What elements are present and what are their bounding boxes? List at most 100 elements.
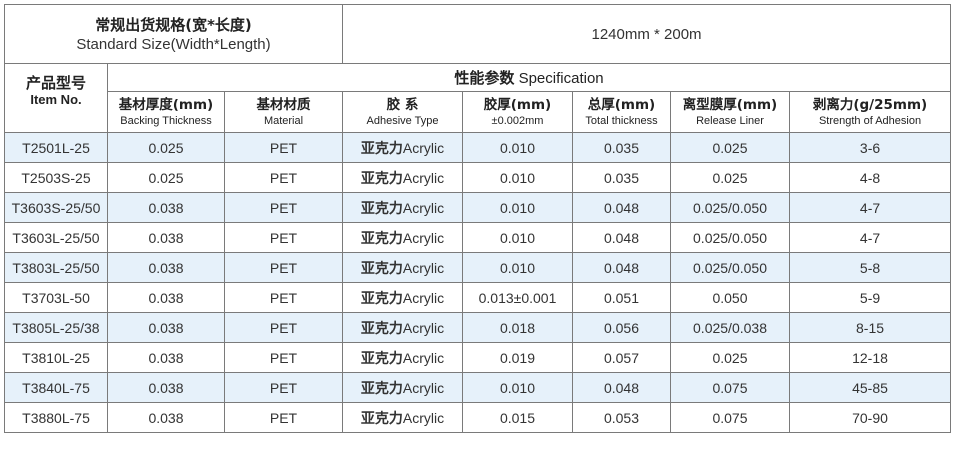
spec-table-body: T2501L-25 0.025 PET 亚克力Acrylic 0.010 0.035 0.0… [4,132,952,433]
release-liner-cell: 0.050 [670,282,790,313]
adhesive-type-en: Acrylic [402,409,445,426]
adhesion-strength-cell: 45-85 [788,372,952,403]
adhesive-type-zh: 亚克力 [360,380,403,397]
adhesion-strength-cell: 5-8 [788,252,952,283]
adhesion-strength-cell: 3-6 [788,132,952,163]
item-no-cell: T3840L-75 [4,372,108,403]
backing-thickness-cell: 0.038 [107,402,225,433]
table-row: T3603S-25/50 0.038 PET 亚克力Acrylic 0.010 0.048… [4,192,952,223]
specification-header-zh: 性能参数 [454,69,515,87]
adhesive-type-cell: 亚克力Acrylic [342,162,463,193]
table-row: T3603L-25/50 0.038 PET 亚克力Acrylic 0.010 0.048… [4,222,952,253]
adhesive-type-zh: 亚克力 [360,200,403,217]
adhesive-type-zh: 亚克力 [360,320,403,337]
glue-thickness-cell: 0.010 [462,192,573,223]
backing-thickness-cell: 0.038 [107,282,225,313]
column-header-material: 基材材质 Material [224,91,343,133]
adhesive-type-en: Acrylic [402,139,445,156]
material-cell: PET [224,192,343,223]
item-no-cell: T2503S-25 [4,162,108,193]
standard-size-row: 常规出货规格(宽*长度) Standard Size(Width*Length)… [4,4,952,64]
release-liner-cell: 0.025 [670,162,790,193]
material-cell: PET [224,402,343,433]
adhesive-type-zh: 亚克力 [360,140,403,157]
glue-thickness-cell: 0.015 [462,402,573,433]
backing-thickness-cell: 0.038 [107,372,225,403]
material-cell: PET [224,162,343,193]
column-header-release-liner: 离型膜厚(mm) Release Liner [670,91,790,133]
adhesive-type-cell: 亚克力Acrylic [342,372,463,403]
adhesive-type-zh: 亚克力 [360,290,403,307]
adhesive-type-cell: 亚克力Acrylic [342,222,463,253]
adhesive-type-en: Acrylic [402,199,445,216]
column-header-en: Total thickness [585,115,658,127]
total-thickness-cell: 0.056 [572,312,671,343]
glue-thickness-cell: 0.018 [462,312,573,343]
release-liner-cell: 0.025 [670,132,790,163]
material-cell: PET [224,252,343,283]
column-header-en: Adhesive Type [366,115,439,127]
item-no-header: 产品型号 Item No. [4,63,108,133]
column-header-en: Backing Thickness [120,115,212,127]
adhesive-type-en: Acrylic [402,259,445,276]
glue-thickness-cell: 0.019 [462,342,573,373]
adhesion-strength-cell: 12-18 [788,342,952,373]
item-no-cell: T3803L-25/50 [4,252,108,283]
adhesive-type-en: Acrylic [402,349,445,366]
column-header-total-thickness: 总厚(mm) Total thickness [572,91,671,133]
glue-thickness-cell: 0.010 [462,162,573,193]
adhesion-strength-cell: 5-9 [788,282,952,313]
item-no-cell: T3703L-50 [4,282,108,313]
backing-thickness-cell: 0.038 [107,312,225,343]
item-no-header-zh: 产品型号 [25,74,86,92]
adhesive-type-cell: 亚克力Acrylic [342,252,463,283]
glue-thickness-cell: 0.013±0.001 [462,282,573,313]
release-liner-cell: 0.025/0.050 [670,252,790,283]
release-liner-cell: 0.075 [670,372,790,403]
adhesive-type-cell: 亚克力Acrylic [342,282,463,313]
table-row: T3810L-25 0.038 PET 亚克力Acrylic 0.019 0.057 0.0… [4,342,952,373]
adhesive-type-zh: 亚克力 [360,230,403,247]
column-header-zh: 基材厚度(mm) [118,97,214,113]
backing-thickness-cell: 0.025 [107,162,225,193]
adhesive-type-cell: 亚克力Acrylic [342,312,463,343]
column-header-backing: 基材厚度(mm) Backing Thickness [107,91,225,133]
adhesive-type-zh: 亚克力 [360,170,403,187]
item-no-cell: T2501L-25 [4,132,108,163]
material-cell: PET [224,222,343,253]
adhesive-type-cell: 亚克力Acrylic [342,342,463,373]
column-header-zh: 胶 系 [386,97,419,113]
adhesive-type-en: Acrylic [402,169,445,186]
glue-thickness-cell: 0.010 [462,132,573,163]
column-header-en: ±0.002mm [491,115,544,127]
column-header-zh: 胶厚(mm) [483,97,552,113]
table-row: T2501L-25 0.025 PET 亚克力Acrylic 0.010 0.035 0.0… [4,132,952,163]
material-cell: PET [224,282,343,313]
standard-size-label-en: Standard Size(Width*Length) [76,35,271,53]
specification-header: 性能参数 Specification [106,63,952,92]
adhesive-type-en: Acrylic [402,379,445,396]
item-no-header-en: Item No. [30,92,82,107]
release-liner-cell: 0.025 [670,342,790,373]
standard-size-label-zh: 常规出货规格(宽*长度) [95,15,252,34]
glue-thickness-cell: 0.010 [462,372,573,403]
column-header-adhesion: 剥离力(g/25mm) Strength of Adhesion [788,91,952,133]
header-row-1: 产品型号 Item No. 性能参数 Specification [4,63,952,133]
adhesion-strength-cell: 8-15 [788,312,952,343]
standard-size-label: 常规出货规格(宽*长度) Standard Size(Width*Length) [4,4,343,64]
header-row-2: 基材厚度(mm) Backing Thickness 基材材质 Material… [5,91,952,133]
item-no-cell: T3810L-25 [4,342,108,373]
backing-thickness-cell: 0.025 [107,132,225,163]
adhesive-type-cell: 亚克力Acrylic [342,132,463,163]
item-no-cell: T3603L-25/50 [4,222,108,253]
item-no-cell: T3880L-75 [4,402,108,433]
table-row: T3880L-75 0.038 PET 亚克力Acrylic 0.015 0.053 0.0… [4,402,952,433]
column-header-zh: 基材材质 [256,97,311,113]
glue-thickness-cell: 0.010 [462,252,573,283]
table-row: T3803L-25/50 0.038 PET 亚克力Acrylic 0.010 0.048… [4,252,952,283]
adhesion-strength-cell: 4-7 [788,192,952,223]
spec-table: 常规出货规格(宽*长度) Standard Size(Width*Length)… [4,4,952,433]
total-thickness-cell: 0.048 [572,252,671,283]
column-header-zh: 总厚(mm) [587,97,656,113]
